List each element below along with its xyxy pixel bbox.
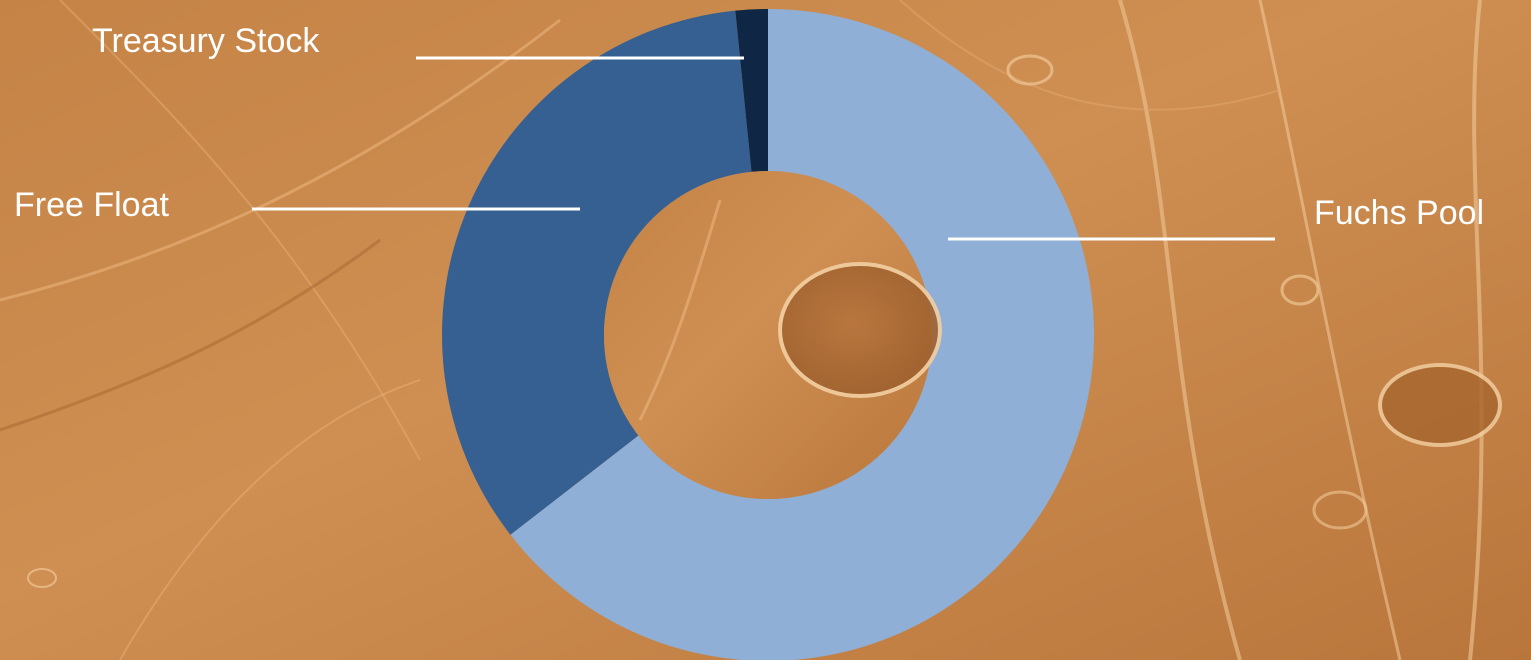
slice-label-treasury-stock: Treasury Stock [92,22,320,60]
donut-chart [442,9,1094,660]
donut-slice-treasury-stock [735,9,768,172]
slice-label-fuchs-pool: Fuchs Pool [1314,194,1485,232]
slice-label-free-float: Free Float [14,186,169,224]
donut-hole [604,171,942,499]
donut-slice-free-float [442,10,752,535]
donut-slice-fuchs-pool [510,9,1094,660]
